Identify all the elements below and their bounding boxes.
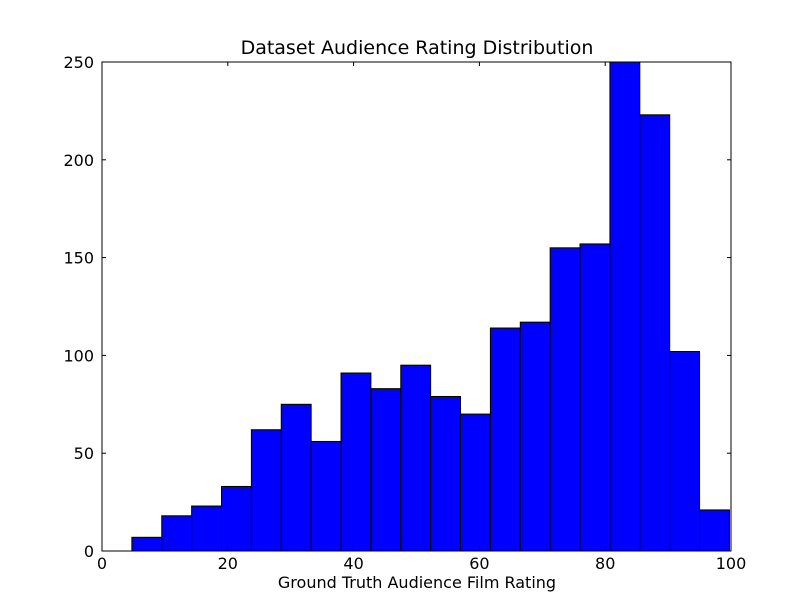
histogram-bar-5 xyxy=(280,403,312,552)
histogram-bar-1 xyxy=(161,515,193,552)
histogram-bar-15 xyxy=(579,243,611,552)
histogram-bar-9 xyxy=(400,364,432,552)
histogram-bar-3 xyxy=(221,485,252,552)
histogram-bar-10 xyxy=(430,395,462,552)
x-tick-label-4: 80 xyxy=(595,554,615,573)
x-tick-label-2: 40 xyxy=(343,554,363,573)
histogram-bar-16 xyxy=(609,61,641,552)
histogram-bar-18 xyxy=(669,350,701,552)
y-tick-label-3: 150 xyxy=(63,249,94,268)
bars-group xyxy=(131,61,730,552)
histogram-bar-14 xyxy=(549,247,581,552)
x-tick-label-0: 0 xyxy=(97,554,107,573)
plot-frame xyxy=(101,61,732,552)
y-tick-label-0: 0 xyxy=(84,542,94,561)
ticks-group: 0 20 40 60 80 100 0 50 100 150 200 250 xyxy=(63,53,746,573)
histogram-bar-11 xyxy=(460,413,491,552)
x-tick-label-5: 100 xyxy=(716,554,747,573)
histogram-bar-12 xyxy=(489,327,521,552)
y-tick-label-5: 250 xyxy=(63,53,94,72)
histogram-bar-8 xyxy=(370,388,402,552)
histogram-bar-7 xyxy=(340,372,372,552)
y-tick-label-2: 100 xyxy=(63,346,94,365)
histogram-bar-2 xyxy=(191,505,223,552)
chart-title: Dataset Audience Rating Distribution xyxy=(241,37,594,59)
histogram-bar-19 xyxy=(699,509,730,552)
histogram-bar-6 xyxy=(310,440,342,552)
y-tick-label-4: 200 xyxy=(63,151,94,170)
x-tick-label-1: 20 xyxy=(218,554,238,573)
histogram-bar-4 xyxy=(250,429,282,552)
x-axis-label: Ground Truth Audience Film Rating xyxy=(278,573,556,592)
histogram-bar-0 xyxy=(131,536,163,552)
histogram-bar-17 xyxy=(639,114,671,552)
x-tick-label-3: 60 xyxy=(469,554,489,573)
histogram-bar-13 xyxy=(519,321,551,552)
y-tick-label-1: 50 xyxy=(74,444,94,463)
